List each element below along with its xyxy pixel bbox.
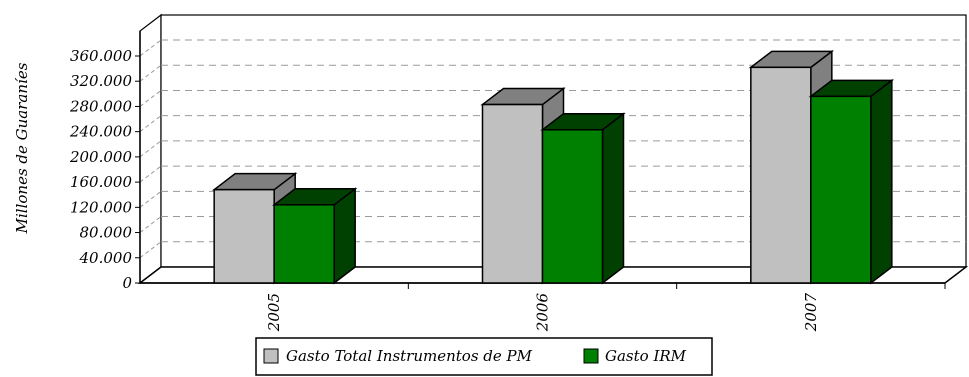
bar-front (750, 66, 812, 284)
y-tick-label: 360.000 (70, 47, 132, 65)
y-tick-label: 0 (122, 274, 132, 292)
bar-front (810, 95, 872, 284)
bar-front (273, 204, 335, 284)
gridline-side (139, 64, 162, 82)
legend-label-gasto-total: Gasto Total Instrumentos de PM (286, 347, 533, 365)
gridline-side (139, 165, 162, 183)
bar-2007-gasto-irm (808, 78, 895, 285)
y-tick-label: 160.000 (70, 173, 132, 191)
legend-label-gasto-irm: Gasto IRM (605, 347, 687, 365)
x-tick-label: 2005 (265, 293, 283, 332)
bars (211, 49, 895, 285)
y-tick-label: 40.000 (79, 249, 133, 267)
x-tick-label: 2007 (802, 293, 820, 333)
bar-front (213, 188, 275, 284)
gridline-side (139, 216, 162, 233)
bar-side (601, 112, 625, 285)
side-wall (139, 13, 162, 285)
gridline-side (139, 190, 162, 208)
legend-swatch-gasto-total (263, 348, 279, 364)
gridline-side (139, 39, 162, 57)
bar-front (541, 129, 604, 284)
x-tick-labels: 2005 2006 2007 (265, 283, 946, 333)
y-tick-label: 80.000 (80, 224, 133, 242)
legend: Gasto Total Instrumentos de PM Gasto IRM (255, 337, 713, 376)
bar-2006-gasto-irm (540, 112, 626, 285)
gridline-side (139, 115, 162, 133)
gridline-side (139, 140, 162, 158)
y-tick-label: 200.000 (69, 148, 132, 166)
bar-2005-gasto-irm (271, 187, 358, 285)
legend-swatch-gasto-irm (583, 348, 599, 364)
y-tick-label: 280.000 (69, 97, 132, 115)
y-tick-label: 240.000 (69, 123, 132, 141)
y-tick-labels: 0 40.000 80.000 120.000 160.000 200.000 240.00… (69, 47, 140, 292)
gridline-side (139, 90, 162, 107)
bar-front (481, 103, 544, 284)
gridline-side (139, 241, 162, 259)
bar-side (870, 78, 893, 285)
legend-box (255, 337, 713, 376)
y-tick-label: 120.000 (70, 198, 132, 216)
x-tick-label: 2006 (534, 293, 552, 333)
y-tick-label: 320.000 (70, 72, 132, 90)
y-axis-label: Millones de Guaraníes (13, 62, 31, 234)
